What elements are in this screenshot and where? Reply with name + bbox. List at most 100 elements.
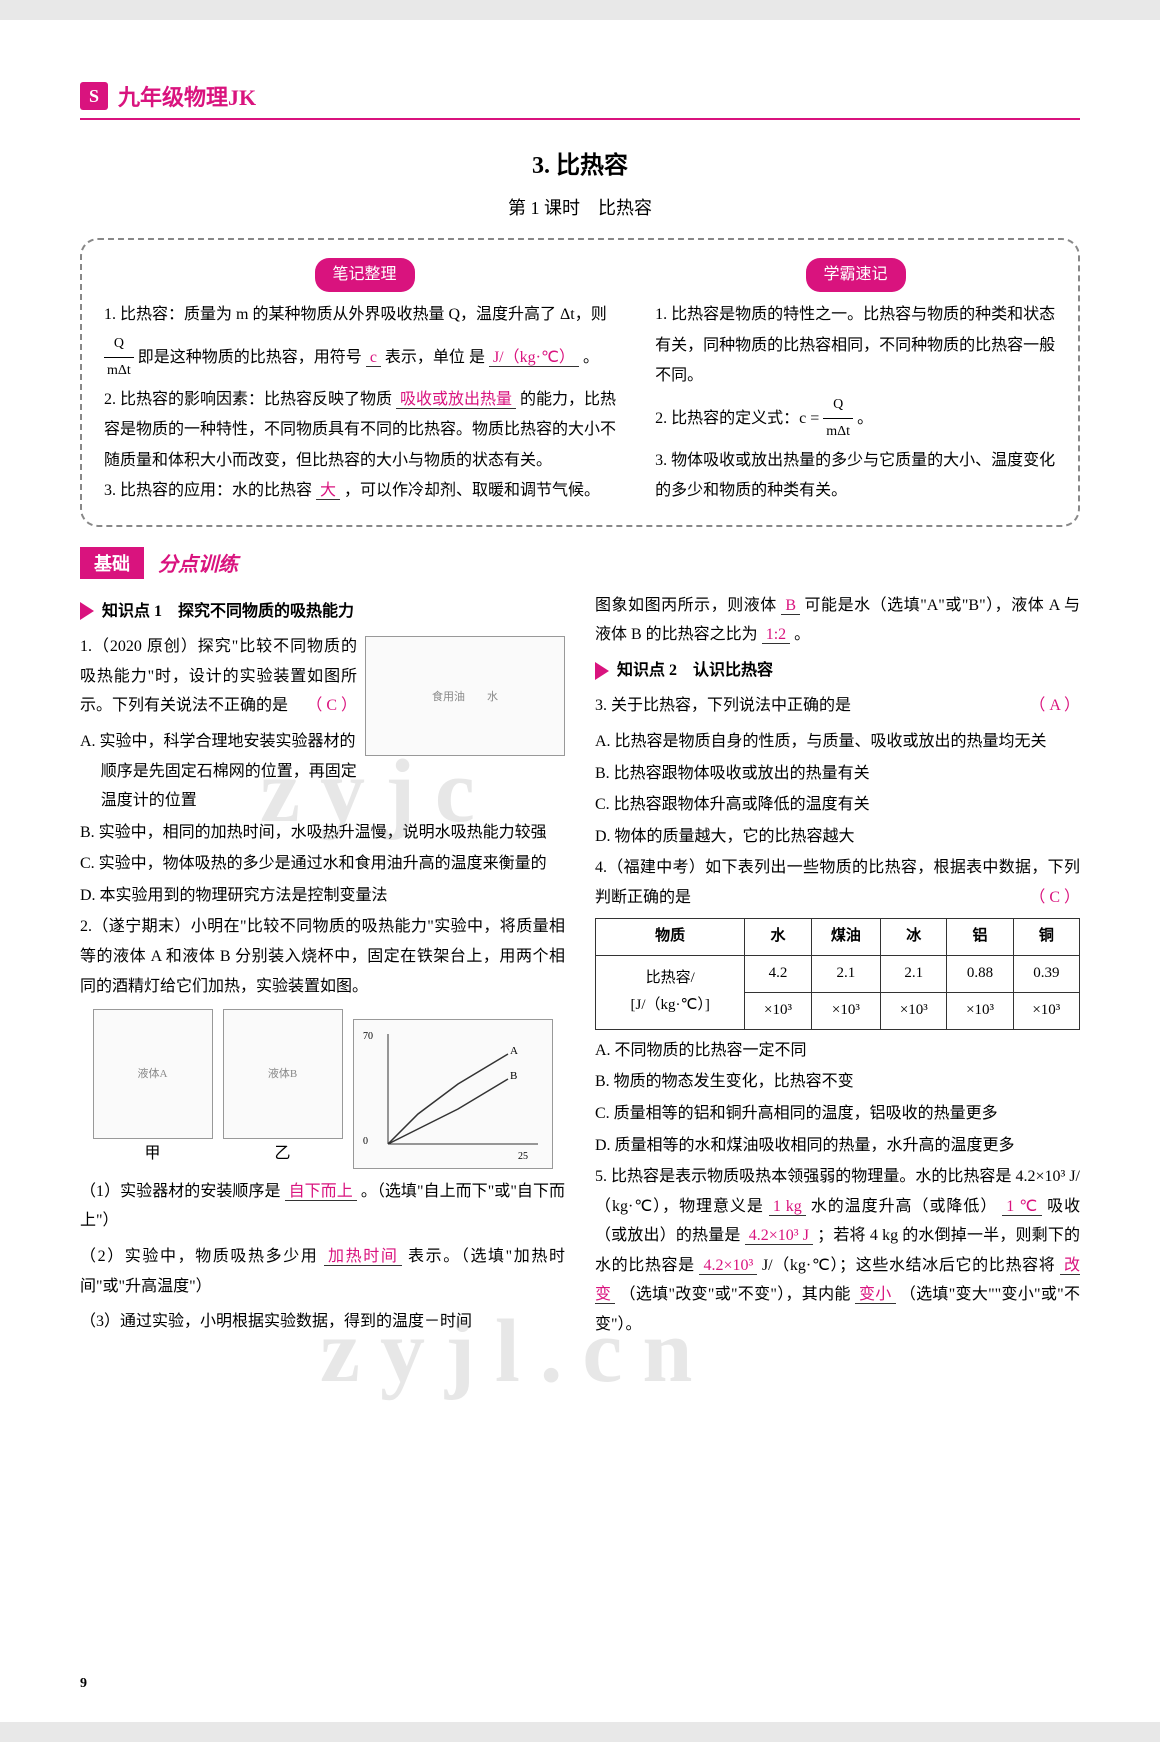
kp-label: 知识点 1 探究不同物质的吸热能力 xyxy=(102,597,354,627)
fig-group: 液体B 乙 xyxy=(223,1009,343,1169)
banner-subtitle: 分点训练 xyxy=(158,548,238,577)
data-table: 物质 水 煤油 冰 铝 铜 比热容/ [J/（kg·℃）] 4.2 2.1 2.… xyxy=(595,918,1080,1029)
option: A. 比热容是物质自身的性质，与质量、吸收或放出的热量均无关 xyxy=(595,727,1080,757)
answer-blank: 自下而上 xyxy=(285,1183,357,1201)
answer-blank: 吸收或放出热量 xyxy=(396,391,516,409)
knowledge-point: 知识点 1 探究不同物质的吸热能力 xyxy=(80,597,565,627)
text: 即是这种物质的比热容，用符号 xyxy=(138,349,362,366)
line-chart-icon: 70 0 25 A B xyxy=(358,1024,548,1164)
td: ×10³ xyxy=(811,992,881,1029)
apparatus-figure-a: 液体A xyxy=(93,1009,213,1139)
denominator: mΔt xyxy=(823,419,853,446)
svg-text:25: 25 xyxy=(518,1151,528,1162)
td: ×10³ xyxy=(745,992,811,1029)
svg-text:A: A xyxy=(510,1045,518,1057)
answer-blank: 1 ℃ xyxy=(1002,1198,1042,1216)
section-title: 3. 比热容 xyxy=(80,145,1080,180)
triangle-icon xyxy=(595,662,609,680)
fraction: Q mΔt xyxy=(104,331,134,385)
page-header: S 九年级物理JK xyxy=(80,80,1080,120)
q-answer: （ C ） xyxy=(306,691,357,721)
content-columns: 知识点 1 探究不同物质的吸热能力 食用油 水 1.（2020 原创）探究"比较… xyxy=(80,591,1080,1346)
notes-badge: 笔记整理 xyxy=(315,258,415,292)
fig-group: 液体A 甲 xyxy=(93,1009,213,1169)
banner-tag: 基础 xyxy=(80,547,144,579)
td: ×10³ xyxy=(1013,992,1079,1029)
tip-item: 1. 比热容是物质的特性之一。比热容与物质的种类和状态有关，同种物质的比热容相同… xyxy=(655,300,1056,391)
fraction: Q mΔt xyxy=(823,392,853,446)
note-item: 1. 比热容：质量为 m 的某种物质从外界吸收热量 Q，温度升高了 Δt，则 Q… xyxy=(104,300,625,385)
svg-text:B: B xyxy=(510,1070,517,1082)
text: Δt，则 xyxy=(560,306,607,323)
answer-blank: 1:2 xyxy=(762,626,790,644)
text: J/（kg·℃）；这些水结冰后它的比热容将 xyxy=(762,1257,1055,1274)
td: 2.1 xyxy=(881,956,947,993)
question-2: 2.（遂宁期末）小明在"比较不同物质的吸热能力"实验中，将质量相等的液体 A 和… xyxy=(80,912,565,1001)
table-row: 物质 水 煤油 冰 铝 铜 xyxy=(596,919,1080,956)
option: B. 物质的物态发生变化，比热容不变 xyxy=(595,1067,1080,1097)
option: D. 物体的质量越大，它的比热容越大 xyxy=(595,822,1080,852)
text: 2. 比热容的定义式：c = xyxy=(655,409,819,426)
th: 铜 xyxy=(1013,919,1079,956)
text: 。 xyxy=(794,626,810,643)
right-column: 图象如图丙所示，则液体 B 可能是水（选填"A"或"B"），液体 A 与液体 B… xyxy=(595,591,1080,1346)
sub-question: （2）实验中，物质吸热多少用 加热时间 表示。（选填"加热时间"或"升高温度"） xyxy=(80,1242,565,1301)
denominator: mΔt xyxy=(104,358,134,385)
chart-figure: 70 0 25 A B xyxy=(353,1019,553,1169)
option: C. 比热容跟物体升高或降低的温度有关 xyxy=(595,790,1080,820)
answer-blank: 变小 xyxy=(855,1286,896,1304)
option: A. 不同物质的比热容一定不同 xyxy=(595,1036,1080,1066)
text: （2）实验中，物质吸热多少用 xyxy=(80,1248,318,1265)
td: 0.39 xyxy=(1013,956,1079,993)
tips-badge: 学霸速记 xyxy=(806,258,906,292)
text: 。 xyxy=(583,349,599,366)
left-column: 知识点 1 探究不同物质的吸热能力 食用油 水 1.（2020 原创）探究"比较… xyxy=(80,591,565,1346)
th: 铝 xyxy=(947,919,1013,956)
apparatus-figure: 食用油 水 xyxy=(365,636,565,756)
kp-label: 知识点 2 认识比热容 xyxy=(617,656,773,686)
answer-blank: 1 kg xyxy=(769,1198,806,1216)
note-item: 3. 比热容的应用：水的比热容 大 ，可以作冷却剂、取暖和调节气候。 xyxy=(104,476,625,506)
notes-right: 学霸速记 1. 比热容是物质的特性之一。比热容与物质的种类和状态有关，同种物质的… xyxy=(655,258,1056,507)
apparatus-figure-b: 液体B xyxy=(223,1009,343,1139)
fig-caption: 乙 xyxy=(223,1139,343,1169)
text: （1）实验器材的安装顺序是 xyxy=(80,1183,281,1200)
option: D. 本实验用到的物理研究方法是控制变量法 xyxy=(80,881,565,911)
option: D. 质量相等的水和煤油吸收相同的热量，水升高的温度更多 xyxy=(595,1131,1080,1161)
svg-text:0: 0 xyxy=(363,1136,368,1147)
table-row: 比热容/ [J/（kg·℃）] 4.2 2.1 2.1 0.88 0.39 xyxy=(596,956,1080,993)
td: 4.2 xyxy=(745,956,811,993)
notes-left: 笔记整理 1. 比热容：质量为 m 的某种物质从外界吸收热量 Q，温度升高了 Δ… xyxy=(104,258,625,507)
section-banner: 基础 分点训练 xyxy=(80,547,1080,579)
answer-blank: 4.2×10³ xyxy=(699,1257,757,1275)
th: 物质 xyxy=(596,919,745,956)
th: 冰 xyxy=(881,919,947,956)
text: 图象如图丙所示，则液体 xyxy=(595,597,777,614)
figure-row: 液体A 甲 液体B 乙 70 0 25 A xyxy=(80,1009,565,1169)
text: ，可以作冷却剂、取暖和调节气候。 xyxy=(344,482,600,499)
q-answer: （ C ） xyxy=(1029,883,1080,913)
sub-question: （1）实验器材的安装顺序是 自下而上 。（选填"自上而下"或"自下而上"） xyxy=(80,1177,565,1236)
tip-item: 2. 比热容的定义式：c = Q mΔt 。 xyxy=(655,392,1056,446)
option: C. 实验中，物体吸热的多少是通过水和食用油升高的温度来衡量的 xyxy=(80,849,565,879)
notes-box: 笔记整理 1. 比热容：质量为 m 的某种物质从外界吸收热量 Q，温度升高了 Δ… xyxy=(80,238,1080,527)
q-answer: （ A ） xyxy=(1029,691,1080,721)
td: 比热容/ [J/（kg·℃）] xyxy=(596,956,745,1030)
td: ×10³ xyxy=(947,992,1013,1029)
q-stem: 4.（福建中考）如下表列出一些物质的比热容，根据表中数据，下列判断正确的是 xyxy=(595,859,1080,906)
text: （选填"改变"或"不变"），其内能 xyxy=(620,1286,851,1303)
text: [J/（kg·℃）] xyxy=(631,997,710,1013)
td: ×10³ xyxy=(881,992,947,1029)
text: 表示，单位 xyxy=(385,349,465,366)
note-item: 2. 比热容的影响因素：比热容反映了物质 吸收或放出热量 的能力，比热容是物质的… xyxy=(104,385,625,476)
question-4: 4.（福建中考）如下表列出一些物质的比热容，根据表中数据，下列判断正确的是 （ … xyxy=(595,853,1080,912)
text: 2. 比热容的影响因素：比热容反映了物质 xyxy=(104,391,392,408)
logo-icon: S xyxy=(80,82,108,110)
numerator: Q xyxy=(823,392,853,420)
q-stem: 3. 关于比热容，下列说法中正确的是 xyxy=(595,697,851,714)
text: 。 xyxy=(857,409,873,426)
answer-blank: B xyxy=(781,597,800,615)
continuation: 图象如图丙所示，则液体 B 可能是水（选填"A"或"B"），液体 A 与液体 B… xyxy=(595,591,1080,650)
text: 1. 比热容：质量为 m 的某种物质从外界吸收热量 Q，温度升高了 xyxy=(104,306,556,323)
answer-blank: 大 xyxy=(316,482,340,500)
